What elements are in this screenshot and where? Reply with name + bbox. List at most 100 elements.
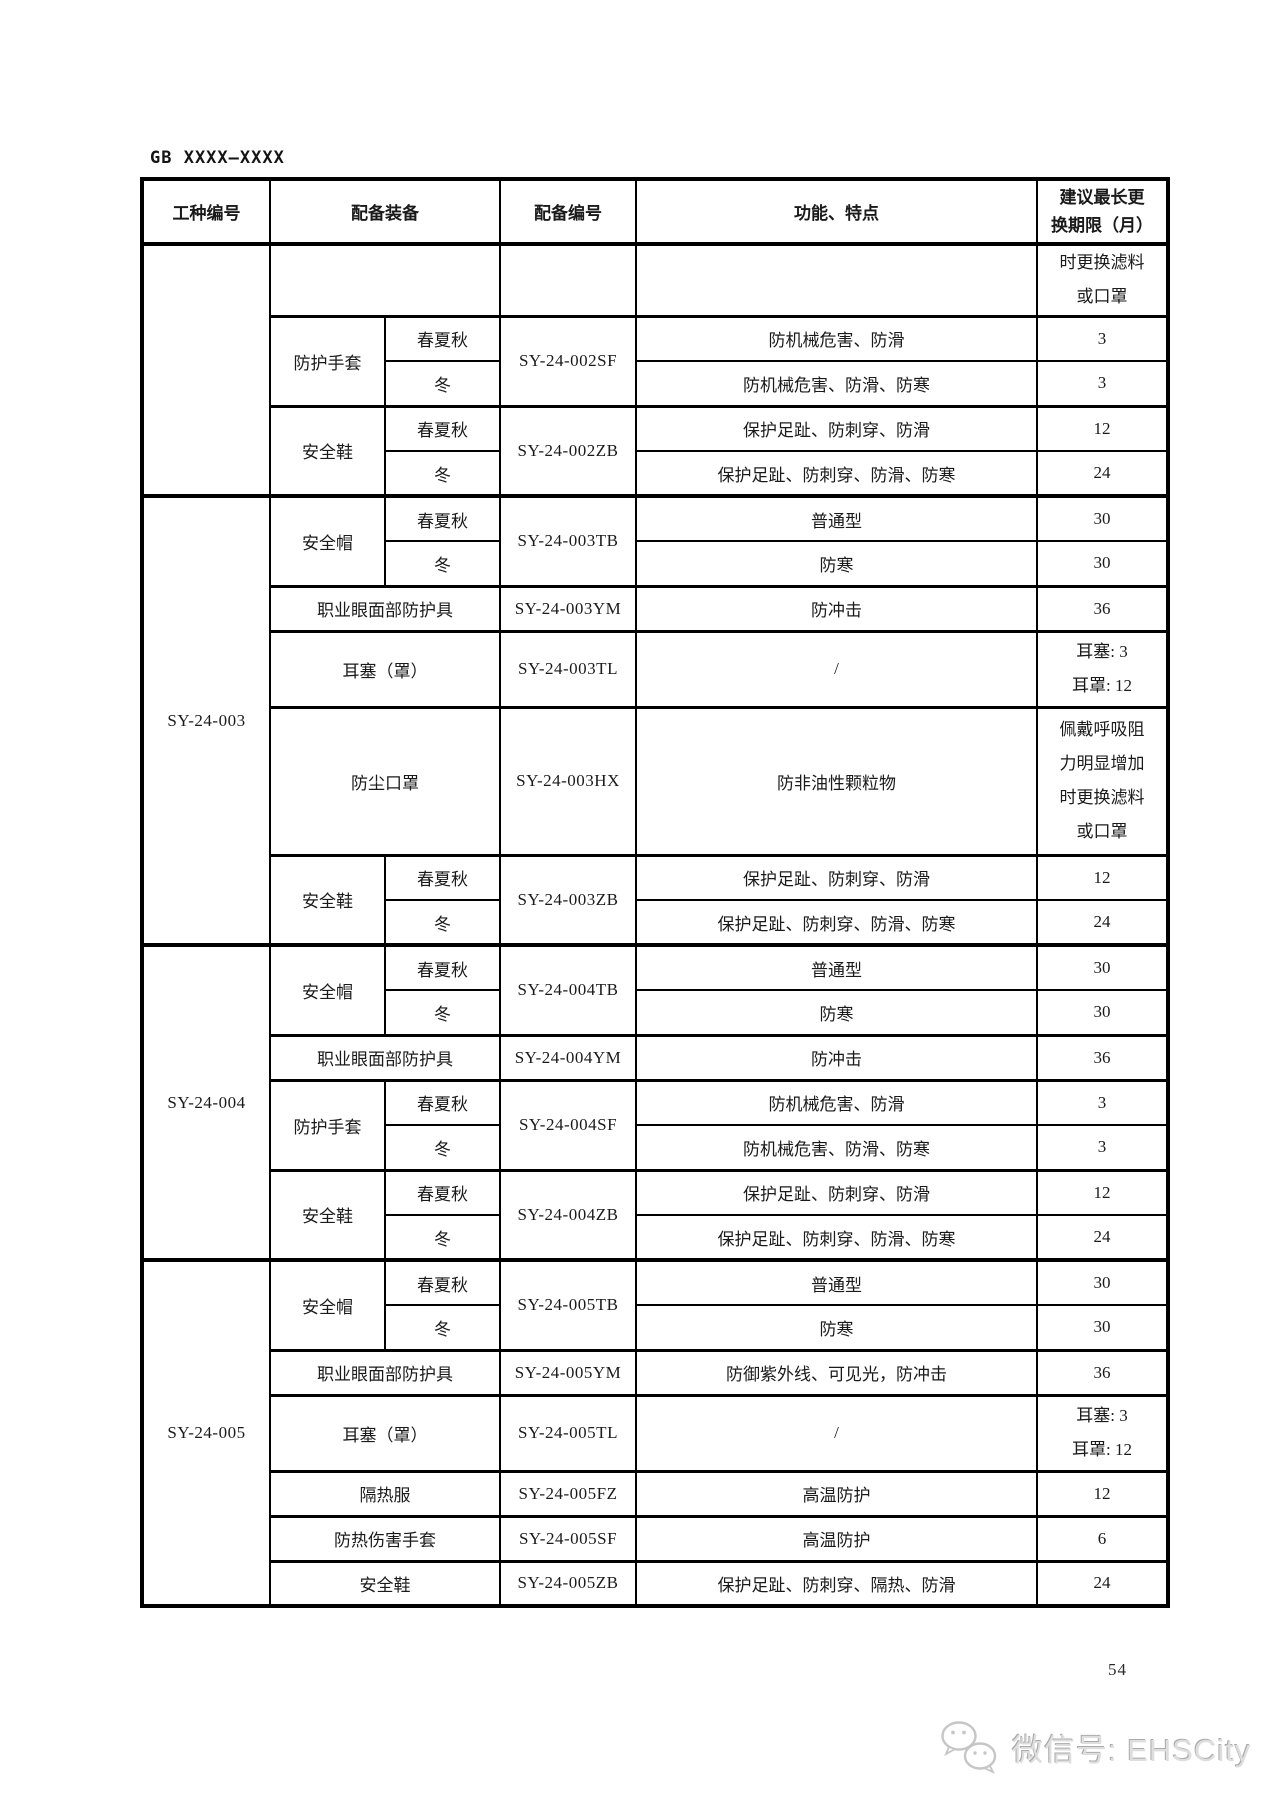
cell-num: 3 bbox=[1036, 1124, 1169, 1171]
table-row: 职业眼面部防护具 SY-24-004YM 防冲击 36 bbox=[142, 1033, 1169, 1081]
table-row: 防尘口罩 SY-24-003HX 防非油性颗粒物 佩戴呼吸阻 力明显增加 时更换滤料 或口罩 bbox=[142, 705, 1169, 856]
cell-feat: 防寒 bbox=[635, 540, 1038, 587]
cell-equip: 安全鞋 bbox=[269, 853, 386, 946]
cell-feat: 保护足趾、防刺穿、防滑、防寒 bbox=[635, 450, 1038, 497]
doc-code: GB XXXX—XXXX bbox=[150, 148, 285, 168]
cell-season: 春夏秋 bbox=[384, 1258, 501, 1306]
table-row: 职业眼面部防护具 SY-24-005YM 防御紫外线、可见光，防冲击 36 bbox=[142, 1348, 1169, 1396]
cell-feat: / bbox=[635, 629, 1038, 708]
cell-num: 3 bbox=[1036, 360, 1169, 407]
table-row: 时更换滤料 或口罩 bbox=[141, 243, 1169, 497]
table-row: 安全鞋 SY-24-005ZB 保护足趾、防刺穿、隔热、防滑 24 bbox=[142, 1559, 1169, 1607]
cell-num: 30 bbox=[1036, 494, 1169, 542]
cell-jobno: SY-24-003 bbox=[141, 494, 271, 946]
cell-feat: 防机械危害、防滑、防寒 bbox=[635, 1124, 1038, 1171]
table-row: 冬 防寒 30 bbox=[142, 1304, 1169, 1351]
header-cell: 建议最长更 换期限（月） bbox=[1036, 178, 1169, 246]
cell-jobno: SY-24-004 bbox=[141, 943, 271, 1261]
wechat-watermark: 微信号: EHSCity bbox=[938, 1716, 1251, 1778]
table-row: SY-24-004 安全帽 春夏秋 SY-24-004TB 普通型 30 bbox=[141, 943, 1169, 1261]
cell-equipfull: 职业眼面部防护具 bbox=[269, 1033, 501, 1081]
cell-equipfull: 隔热服 bbox=[269, 1469, 501, 1517]
cell-num: 12 bbox=[1036, 1469, 1169, 1517]
cell-num: 佩戴呼吸阻 力明显增加 时更换滤料 或口罩 bbox=[1036, 705, 1169, 856]
cell-equipfull: 防热伤害手套 bbox=[269, 1514, 501, 1562]
table-row: 隔热服 SY-24-005FZ 高温防护 12 bbox=[142, 1469, 1169, 1517]
cell-num: 24 bbox=[1036, 450, 1169, 497]
header-cell: 功能、特点 bbox=[635, 178, 1038, 246]
cell-equipfull: 防尘口罩 bbox=[269, 705, 501, 856]
cell-feat: 防御紫外线、可见光，防冲击 bbox=[635, 1348, 1038, 1396]
table-row: 冬 防机械危害、防滑、防寒 3 bbox=[142, 1124, 1169, 1171]
table-row: 防热伤害手套 SY-24-005SF 高温防护 6 bbox=[142, 1514, 1169, 1562]
cell-code: SY-24-004SF bbox=[499, 1078, 637, 1171]
cell-season: 冬 bbox=[384, 360, 501, 407]
cell-code: SY-24-004YM bbox=[499, 1033, 637, 1081]
header-cell: 工种编号 bbox=[141, 178, 271, 246]
cell-equip: 安全帽 bbox=[269, 943, 386, 1036]
cell-equip: 安全帽 bbox=[269, 1258, 386, 1351]
cell-code: SY-24-002SF bbox=[499, 314, 637, 407]
cell-feat: 防寒 bbox=[635, 989, 1038, 1036]
cell-season: 冬 bbox=[384, 989, 501, 1036]
cell-season: 冬 bbox=[384, 450, 501, 497]
table-body: 时更换滤料 或口罩 防护手套 春夏秋 SY-24-002SF 防机械危害、防滑 3 冬防机械危… bbox=[141, 243, 1169, 1607]
cell-num: 30 bbox=[1036, 540, 1169, 587]
cell-code: SY-24-005FZ bbox=[499, 1469, 637, 1517]
cell-feat: 保护足趾、防刺穿、防滑 bbox=[635, 853, 1038, 901]
cell-code: SY-24-003TB bbox=[499, 494, 637, 587]
table-row: 安全鞋 春夏秋 SY-24-003ZB 保护足趾、防刺穿、防滑 12 bbox=[142, 853, 1169, 946]
cell-season: 春夏秋 bbox=[384, 1078, 501, 1126]
cell-feat: 防机械危害、防滑 bbox=[635, 314, 1038, 362]
cell-equipfull: 耳塞（罩） bbox=[269, 629, 501, 708]
cell-feat: 保护足趾、防刺穿、隔热、防滑 bbox=[635, 1559, 1038, 1607]
cell-feat: 防机械危害、防滑、防寒 bbox=[635, 360, 1038, 407]
table-header: 工种编号 配备装备 配备编号 功能、特点 建议最长更 换期限（月） bbox=[141, 178, 1169, 246]
cell-equip: 安全帽 bbox=[269, 494, 386, 587]
cell-jobno bbox=[141, 243, 271, 497]
cell-code: SY-24-003HX bbox=[499, 705, 637, 856]
cell-num: 30 bbox=[1036, 989, 1169, 1036]
table-row: 职业眼面部防护具 SY-24-003YM 防冲击 36 bbox=[142, 584, 1169, 632]
table-row: 安全鞋 春夏秋 SY-24-004ZB 保护足趾、防刺穿、防滑 12 bbox=[142, 1168, 1169, 1261]
table-row: SY-24-003 安全帽 春夏秋 SY-24-003TB 普通型 30 bbox=[141, 494, 1169, 946]
cell-equip: 防护手套 bbox=[269, 314, 386, 407]
cell-equipfull: 职业眼面部防护具 bbox=[269, 1348, 501, 1396]
cell-num: 36 bbox=[1036, 584, 1169, 632]
cell-num: 3 bbox=[1036, 1078, 1169, 1126]
cell-equip: 安全鞋 bbox=[269, 404, 386, 497]
table-row: 冬 防寒 30 bbox=[142, 540, 1169, 587]
cell-season: 春夏秋 bbox=[384, 853, 501, 901]
cell-code bbox=[499, 243, 637, 317]
cell-feat: 保护足趾、防刺穿、防滑 bbox=[635, 1168, 1038, 1216]
table-row: SY-24-005 安全帽 春夏秋 SY-24-005TB 普通型 30 bbox=[141, 1258, 1169, 1607]
cell-num: 24 bbox=[1036, 1214, 1169, 1261]
cell-feat: 保护足趾、防刺穿、防滑、防寒 bbox=[635, 1214, 1038, 1261]
cell-feat: 防冲击 bbox=[635, 1033, 1038, 1081]
cell-season: 冬 bbox=[384, 1304, 501, 1351]
cell-feat: 防冲击 bbox=[635, 584, 1038, 632]
cell-feat: / bbox=[635, 1393, 1038, 1472]
cell-num: 24 bbox=[1036, 899, 1169, 946]
cell-season: 冬 bbox=[384, 1214, 501, 1261]
page-number: 54 bbox=[1108, 1660, 1127, 1679]
cell-num: 12 bbox=[1036, 404, 1169, 452]
cell-code: SY-24-005TB bbox=[499, 1258, 637, 1351]
cell-code: SY-24-003YM bbox=[499, 584, 637, 632]
cell-feat bbox=[635, 243, 1038, 317]
cell-code: SY-24-005SF bbox=[499, 1514, 637, 1562]
cell-feat: 普通型 bbox=[635, 943, 1038, 991]
cell-num: 6 bbox=[1036, 1514, 1169, 1562]
cell-num: 耳塞: 3 耳罩: 12 bbox=[1036, 1393, 1169, 1472]
cell-equipfull: 安全鞋 bbox=[269, 1559, 501, 1607]
cell-code: SY-24-003ZB bbox=[499, 853, 637, 946]
cell-code: SY-24-002ZB bbox=[499, 404, 637, 497]
cell-season: 春夏秋 bbox=[384, 494, 501, 542]
cell-code: SY-24-005YM bbox=[499, 1348, 637, 1396]
table-row: 防护手套 春夏秋 SY-24-004SF 防机械危害、防滑 3 bbox=[142, 1078, 1169, 1171]
cell-num: 30 bbox=[1036, 943, 1169, 991]
cell-code: SY-24-005TL bbox=[499, 1393, 637, 1472]
cell-num: 30 bbox=[1036, 1304, 1169, 1351]
table-row: 耳塞（罩） SY-24-005TL / 耳塞: 3 耳罩: 12 bbox=[142, 1393, 1169, 1472]
